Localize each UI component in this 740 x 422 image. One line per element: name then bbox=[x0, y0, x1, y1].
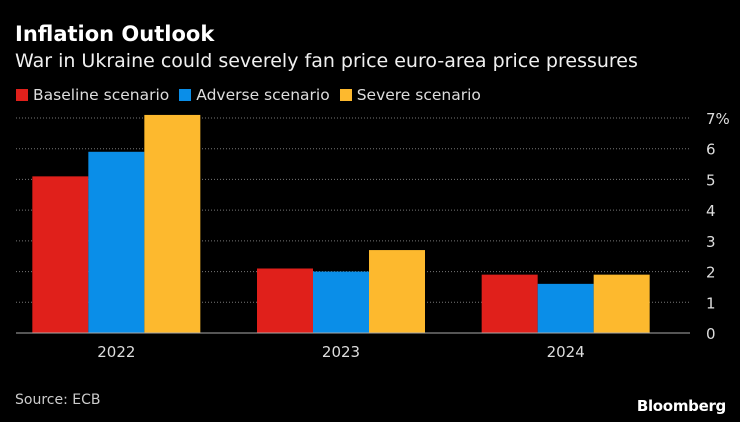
legend-swatch bbox=[16, 89, 28, 101]
bar-adverse-scenario bbox=[313, 271, 369, 333]
y-tick-label: 0 bbox=[706, 325, 716, 343]
x-tick-label: 2023 bbox=[322, 343, 360, 361]
legend-swatch bbox=[339, 89, 352, 101]
bar-severe-scenario bbox=[369, 250, 425, 333]
chart-title: Inflation Outlook bbox=[15, 22, 215, 46]
bar-severe-scenario bbox=[593, 274, 650, 333]
legend-label: Adverse scenario bbox=[196, 86, 330, 104]
legend-item: Adverse scenario bbox=[179, 86, 330, 104]
x-tick-label: 2024 bbox=[547, 343, 585, 361]
bar-baseline-scenario bbox=[257, 268, 313, 333]
legend-swatch bbox=[179, 89, 192, 101]
chart-subtitle: War in Ukraine could severely fan price … bbox=[15, 50, 638, 72]
legend-label: Severe scenario bbox=[356, 86, 481, 104]
legend-label: Baseline scenario bbox=[33, 86, 170, 104]
legend-item: Severe scenario bbox=[339, 86, 481, 104]
y-tick-label: 6 bbox=[706, 141, 716, 159]
bar-baseline-scenario bbox=[481, 274, 538, 333]
bar-severe-scenario bbox=[144, 114, 201, 333]
x-tick-label: 2022 bbox=[97, 343, 135, 361]
y-tick-label: 7% bbox=[706, 110, 730, 128]
bloomberg-logo: Bloomberg bbox=[636, 397, 726, 415]
y-tick-label: 3 bbox=[706, 233, 716, 251]
y-tick-label: 2 bbox=[706, 264, 716, 282]
legend-item: Baseline scenario bbox=[16, 86, 169, 104]
bar-adverse-scenario bbox=[537, 283, 594, 333]
bar-adverse-scenario bbox=[88, 151, 145, 333]
source-note: Source: ECB bbox=[15, 392, 101, 408]
y-tick-label: 5 bbox=[706, 171, 716, 189]
bar-baseline-scenario bbox=[32, 176, 89, 333]
y-tick-label: 4 bbox=[706, 202, 716, 220]
y-tick-label: 1 bbox=[706, 294, 716, 312]
legend: Baseline scenario Adverse scenario Severe … bbox=[16, 86, 481, 104]
